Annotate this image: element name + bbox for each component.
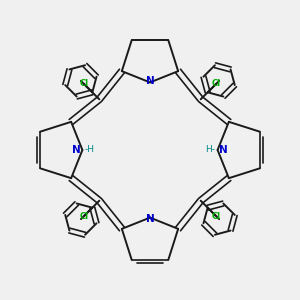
Text: N: N [146,214,154,224]
Text: Cl: Cl [212,80,221,88]
Text: -H: -H [85,146,95,154]
Text: Cl: Cl [79,80,88,88]
Text: N: N [146,76,154,85]
Text: N: N [219,145,228,155]
Text: Cl: Cl [212,212,221,220]
Text: Cl: Cl [79,212,88,220]
Text: H-: H- [205,146,215,154]
Text: N: N [72,145,81,155]
